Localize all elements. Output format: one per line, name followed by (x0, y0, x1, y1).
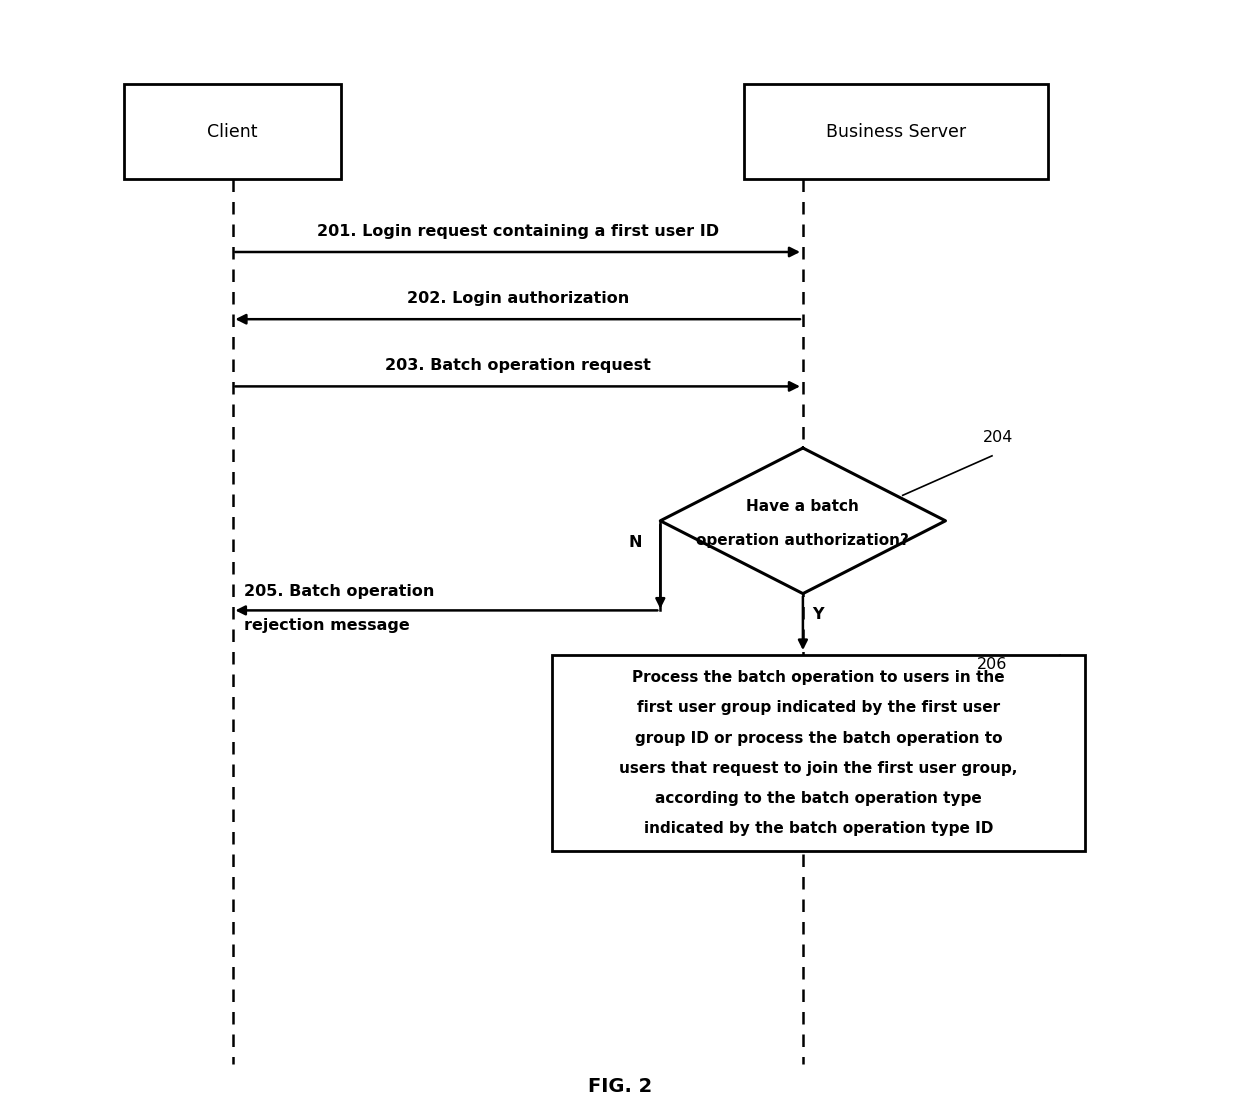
Text: Y: Y (812, 607, 823, 622)
Text: Business Server: Business Server (826, 122, 966, 141)
Text: 202. Login authorization: 202. Login authorization (407, 291, 629, 306)
Text: first user group indicated by the first user: first user group indicated by the first … (637, 700, 999, 716)
Text: group ID or process the batch operation to: group ID or process the batch operation … (635, 730, 1002, 746)
Text: rejection message: rejection message (244, 618, 410, 633)
FancyBboxPatch shape (124, 84, 341, 179)
Polygon shape (660, 448, 945, 594)
Text: according to the batch operation type: according to the batch operation type (655, 791, 982, 806)
Text: Have a batch: Have a batch (746, 498, 859, 514)
FancyBboxPatch shape (744, 84, 1048, 179)
Text: 203. Batch operation request: 203. Batch operation request (384, 358, 651, 373)
FancyBboxPatch shape (552, 655, 1085, 851)
Text: 205. Batch operation: 205. Batch operation (244, 585, 435, 599)
Text: operation authorization?: operation authorization? (697, 533, 909, 549)
Text: 201. Login request containing a first user ID: 201. Login request containing a first us… (316, 224, 719, 239)
Text: Client: Client (207, 122, 258, 141)
Text: users that request to join the first user group,: users that request to join the first use… (619, 760, 1018, 776)
Text: N: N (629, 534, 642, 550)
Text: FIG. 2: FIG. 2 (588, 1077, 652, 1095)
Text: indicated by the batch operation type ID: indicated by the batch operation type ID (644, 821, 993, 837)
Text: 204: 204 (983, 430, 1013, 445)
Text: 206: 206 (977, 657, 1007, 672)
Text: Process the batch operation to users in the: Process the batch operation to users in … (632, 670, 1004, 685)
